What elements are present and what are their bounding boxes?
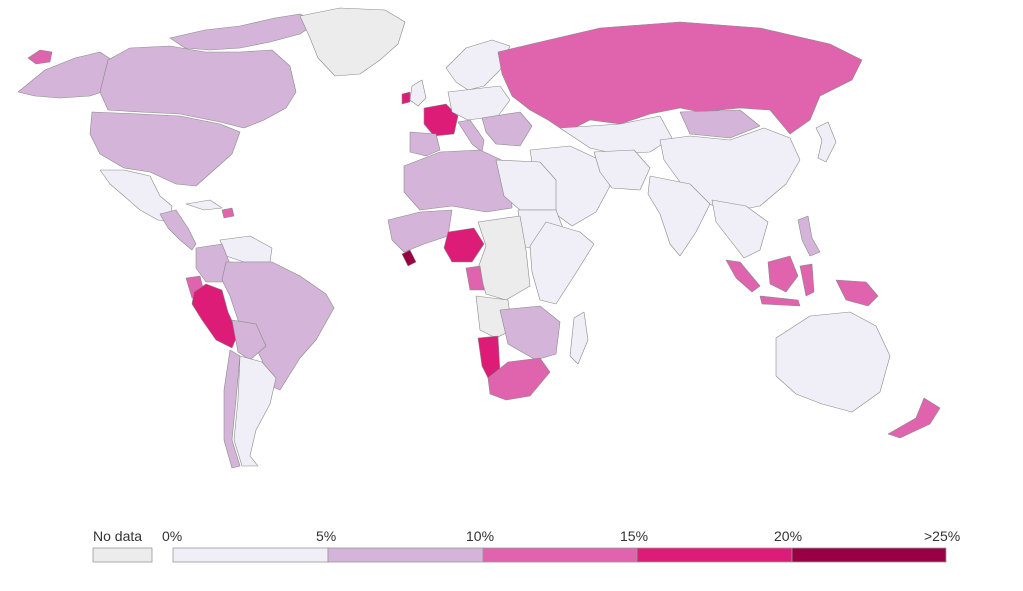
region-peru[interactable] xyxy=(191,283,239,349)
region-new-zealand[interactable] xyxy=(887,397,941,439)
region-madagascar[interactable] xyxy=(569,311,589,365)
region-ireland[interactable] xyxy=(401,91,411,105)
region-gabon[interactable] xyxy=(465,265,485,291)
region-south-africa[interactable] xyxy=(487,357,551,401)
region-colombia[interactable] xyxy=(195,243,231,283)
region-mongolia[interactable] xyxy=(679,109,761,139)
region-west-africa[interactable] xyxy=(387,209,453,253)
region-brazil[interactable] xyxy=(221,261,335,391)
region-uk[interactable] xyxy=(409,79,427,107)
region-bolivia[interactable] xyxy=(231,319,267,361)
legend-tick-4: 20% xyxy=(774,528,802,544)
region-southeast-asia[interactable] xyxy=(711,199,769,259)
region-central-america[interactable] xyxy=(159,209,197,251)
region-india[interactable] xyxy=(647,175,711,257)
region-java[interactable] xyxy=(759,295,801,307)
region-canada[interactable] xyxy=(99,45,297,129)
region-iran[interactable] xyxy=(593,149,651,191)
region-spain-portugal[interactable] xyxy=(409,131,441,157)
legend-tick-5: >25% xyxy=(924,528,960,544)
region-italy[interactable] xyxy=(457,119,485,153)
region-sulawesi[interactable] xyxy=(799,263,815,297)
legend-tick-1: 5% xyxy=(316,528,336,544)
region-angola[interactable] xyxy=(475,295,513,339)
region-cuba[interactable] xyxy=(185,199,223,211)
region-borneo[interactable] xyxy=(767,255,799,293)
region-new-guinea[interactable] xyxy=(835,279,879,307)
legend-tick-0: 0% xyxy=(162,528,182,544)
countries-layer xyxy=(17,7,941,469)
region-haiti[interactable] xyxy=(221,207,235,219)
legend-no-data-swatch xyxy=(92,547,153,563)
legend-bin-20-25plus xyxy=(791,547,947,563)
region-iceland[interactable] xyxy=(27,49,53,65)
region-sumatra[interactable] xyxy=(725,259,761,293)
region-liberia[interactable] xyxy=(401,249,417,267)
region-north-africa-west[interactable] xyxy=(403,149,513,213)
region-chile[interactable] xyxy=(223,349,241,469)
region-greenland[interactable] xyxy=(299,7,406,77)
region-france[interactable] xyxy=(423,103,459,137)
legend-bin-10-15 xyxy=(482,547,638,563)
region-east-africa[interactable] xyxy=(529,221,595,305)
region-japan[interactable] xyxy=(815,121,837,163)
legend-bin-5-10 xyxy=(327,547,484,563)
legend-no-data-label: No data xyxy=(93,528,142,544)
legend-bin-0-5 xyxy=(172,547,329,563)
legend: No data 0% 5% 10% 15% 20% >25% xyxy=(92,528,960,563)
region-philippines[interactable] xyxy=(797,215,821,257)
region-nigeria[interactable] xyxy=(443,227,485,263)
region-argentina[interactable] xyxy=(233,355,277,467)
legend-tick-3: 15% xyxy=(620,528,648,544)
region-russia[interactable] xyxy=(497,21,863,135)
region-arctic-islands[interactable] xyxy=(169,13,319,51)
region-scandinavia[interactable] xyxy=(445,39,511,91)
region-balkans[interactable] xyxy=(481,111,533,147)
region-southern-africa-east[interactable] xyxy=(499,305,561,361)
legend-bin-15-20 xyxy=(636,547,793,563)
region-usa[interactable] xyxy=(89,111,241,187)
legend-tick-2: 10% xyxy=(466,528,494,544)
region-central-africa[interactable] xyxy=(477,215,531,301)
region-australia[interactable] xyxy=(775,311,891,413)
